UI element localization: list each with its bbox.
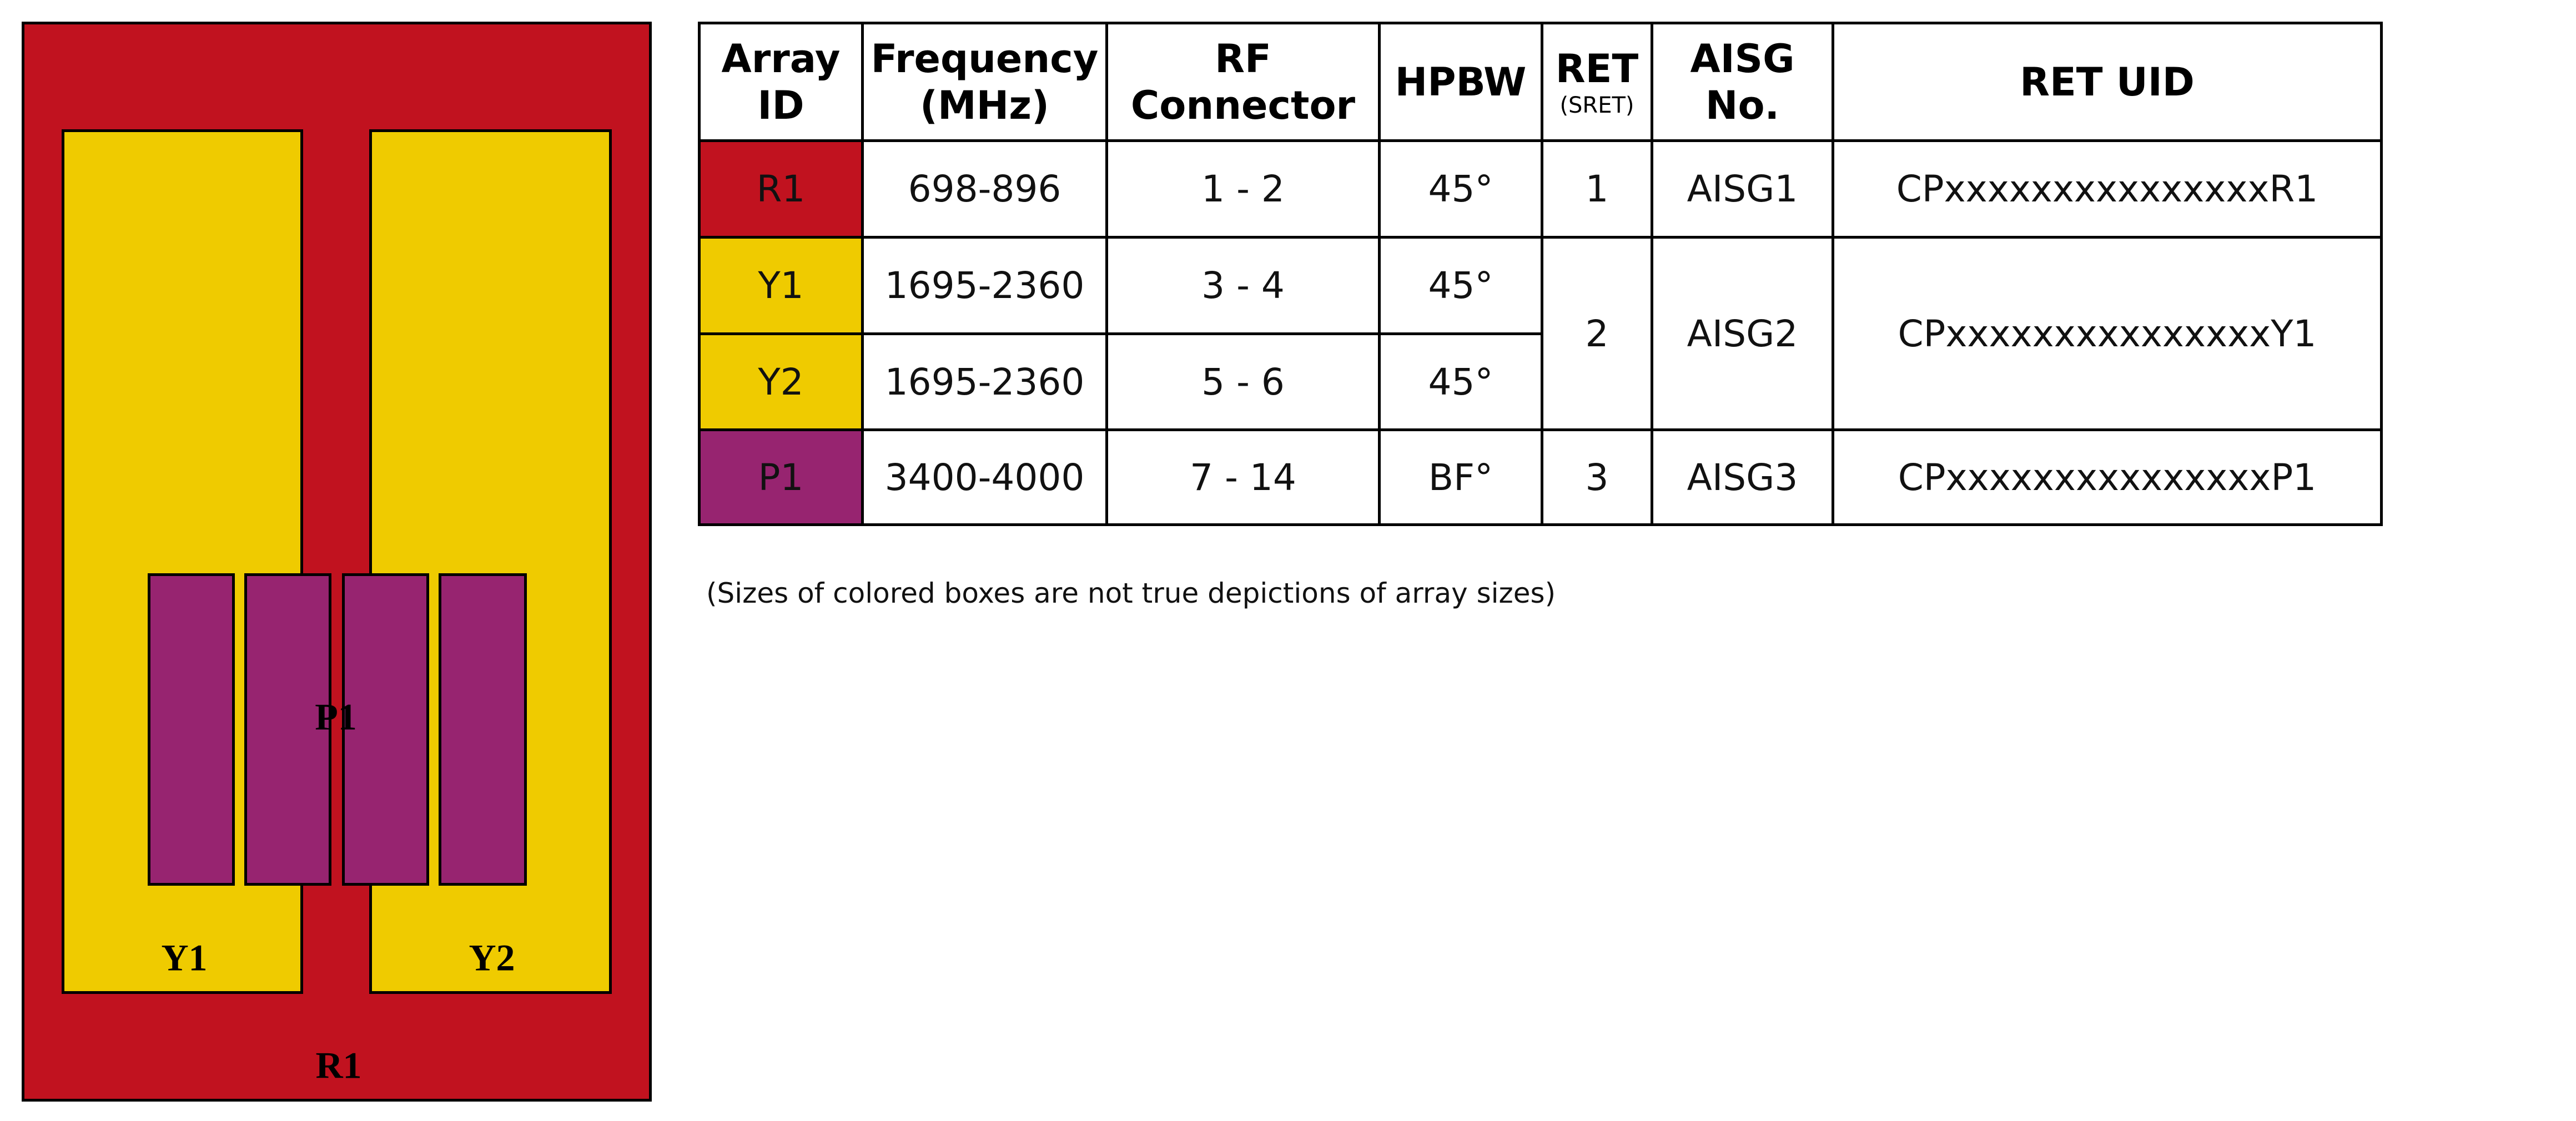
header-ret-sub: (SRET) (1559, 92, 1634, 118)
cell-array-id: P1 (698, 428, 864, 526)
array-p1-box (148, 573, 235, 886)
header-ret-label: RET (1555, 46, 1639, 92)
array-table: Array ID Frequency (MHz) RF Connector HPB… (698, 22, 2383, 526)
table-row: P1 3400-4000 7 - 14 BF° 3 AISG3 CPxxxxxx… (698, 428, 2383, 526)
cell-hpbw: 45° (1378, 139, 1543, 239)
cell-ret-uid: CPxxxxxxxxxxxxxxxP1 (1832, 428, 2383, 526)
cell-array-id: Y1 (698, 236, 864, 335)
cell-frequency: 698-896 (861, 139, 1108, 239)
cell-hpbw: 45° (1378, 332, 1543, 431)
cell-rf-connector: 3 - 4 (1105, 236, 1381, 335)
header-array-id: Array ID (698, 22, 864, 142)
array-p1-box (342, 573, 429, 886)
cell-rf-connector: 1 - 2 (1105, 139, 1381, 239)
cell-ret: 3 (1541, 428, 1653, 526)
cell-hpbw: BF° (1378, 428, 1543, 526)
header-rf-connector: RF Connector (1105, 22, 1381, 142)
header-ret: RET (SRET) (1541, 22, 1653, 142)
table-row: Y1 1695-2360 3 - 4 45° 2 AISG2 CPxxxxxxx… (698, 236, 2383, 431)
cell-array-id: Y2 (698, 332, 864, 431)
cell-aisg: AISG2 (1651, 236, 1834, 431)
cell-hpbw: 45° (1378, 236, 1543, 335)
cell-aisg: AISG1 (1651, 139, 1834, 239)
footnote: (Sizes of colored boxes are not true dep… (706, 577, 1556, 609)
header-frequency-unit: (MHz) (920, 82, 1049, 128)
array-y2-box (369, 129, 612, 994)
array-p1-box (439, 573, 527, 886)
header-frequency: Frequency (MHz) (861, 22, 1108, 142)
cell-ret: 2 (1541, 236, 1653, 431)
cell-rf-connector: 5 - 6 (1105, 332, 1381, 431)
cell-frequency: 1695-2360 (861, 236, 1108, 335)
cell-frequency: 3400-4000 (861, 428, 1108, 526)
table-row: Y2 1695-2360 5 - 6 45° (698, 332, 2382, 431)
table-header-row: Array ID Frequency (MHz) RF Connector HPB… (698, 22, 2383, 142)
array-p1-box (244, 573, 331, 886)
table-row: R1 698-896 1 - 2 45° 1 AISG1 CPxxxxxxxxx… (698, 139, 2383, 239)
cell-aisg: AISG3 (1651, 428, 1834, 526)
header-aisg: AISG No. (1651, 22, 1834, 142)
header-frequency-label: Frequency (871, 36, 1099, 82)
cell-rf-connector: 7 - 14 (1105, 428, 1381, 526)
cell-ret-uid: CPxxxxxxxxxxxxxxxY1 (1832, 236, 2383, 431)
cell-array-id: R1 (698, 139, 864, 239)
label-r1: R1 (315, 1044, 362, 1087)
cell-ret-uid: CPxxxxxxxxxxxxxxxR1 (1832, 139, 2383, 239)
cell-frequency: 1695-2360 (861, 332, 1108, 431)
label-y2: Y2 (469, 936, 515, 979)
header-ret-uid: RET UID (1832, 22, 2383, 142)
header-hpbw: HPBW (1378, 22, 1543, 142)
label-p1: P1 (315, 695, 357, 738)
cell-ret: 1 (1541, 139, 1653, 239)
label-y1: Y1 (161, 936, 208, 979)
